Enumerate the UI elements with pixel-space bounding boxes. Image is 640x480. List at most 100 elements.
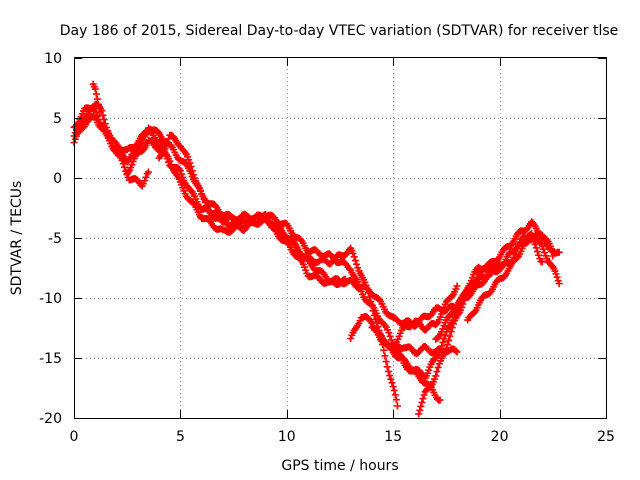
- data-point: [120, 163, 128, 171]
- data-point: [366, 293, 374, 301]
- data-point: [118, 157, 126, 165]
- data-point: [387, 375, 395, 383]
- data-point: [188, 167, 196, 175]
- data-point: [533, 248, 541, 256]
- data-point: [105, 133, 113, 141]
- x-tick-label: 5: [176, 429, 185, 445]
- data-point: [444, 341, 452, 349]
- data-point: [555, 280, 563, 288]
- data-point: [100, 116, 108, 124]
- data-point: [391, 391, 399, 399]
- data-point: [453, 282, 461, 290]
- data-point: [189, 171, 197, 179]
- data-point: [362, 281, 370, 289]
- data-point: [185, 156, 193, 164]
- chart-title: Day 186 of 2015, Sidereal Day-to-day VTE…: [60, 23, 619, 39]
- data-point: [196, 187, 204, 195]
- x-tick-label: 0: [70, 429, 79, 445]
- data-point: [445, 337, 453, 345]
- data-point: [433, 368, 441, 376]
- data-point: [390, 386, 398, 394]
- data-point: [94, 100, 102, 108]
- data-point: [165, 135, 173, 143]
- data-point: [388, 379, 396, 387]
- data-point: [369, 307, 377, 315]
- data-point: [531, 240, 539, 248]
- data-point: [459, 300, 467, 308]
- data-point: [416, 406, 424, 414]
- data-point: [440, 335, 448, 343]
- data-point: [349, 249, 357, 257]
- y-tick-label: -20: [39, 411, 62, 427]
- data-point: [415, 410, 423, 418]
- data-point: [446, 332, 454, 340]
- data-point: [442, 344, 450, 352]
- data-point: [418, 398, 426, 406]
- data-point: [144, 168, 152, 176]
- data-point: [535, 251, 543, 259]
- data-point: [93, 95, 101, 103]
- data-point: [141, 177, 149, 185]
- data-point: [436, 345, 444, 353]
- data-point: [187, 163, 195, 171]
- data-point: [420, 391, 428, 399]
- data-point: [392, 396, 400, 404]
- data-point: [479, 279, 487, 287]
- x-tick-label: 20: [491, 429, 509, 445]
- data-point: [163, 139, 171, 147]
- data-point: [364, 289, 372, 297]
- data-point: [538, 242, 546, 250]
- data-point: [96, 108, 104, 116]
- data-point: [439, 307, 447, 315]
- data-point: [417, 402, 425, 410]
- data-point: [345, 265, 353, 273]
- data-point: [178, 170, 186, 178]
- data-point: [356, 284, 364, 292]
- data-point: [438, 342, 446, 350]
- data-point: [186, 159, 194, 167]
- data-point: [350, 253, 358, 261]
- data-point: [382, 358, 390, 366]
- data-point: [370, 311, 378, 319]
- data-point: [92, 90, 100, 98]
- data-point: [385, 329, 393, 337]
- data-point: [91, 85, 99, 93]
- data-point: [432, 372, 440, 380]
- data-point: [106, 136, 114, 144]
- data-point: [384, 367, 392, 375]
- data-point: [371, 315, 379, 323]
- data-point: [393, 402, 401, 410]
- data-point: [436, 396, 444, 404]
- y-tick-label: -5: [48, 231, 62, 247]
- data-point: [383, 363, 391, 371]
- data-point: [101, 120, 109, 128]
- data-point: [355, 281, 363, 289]
- data-point: [380, 346, 388, 354]
- data-point: [353, 260, 361, 268]
- data-point: [541, 249, 549, 257]
- data-point: [538, 258, 546, 266]
- x-tick-label: 25: [597, 429, 615, 445]
- data-point: [539, 245, 547, 253]
- y-tick-label: 0: [53, 171, 62, 187]
- data-point: [71, 135, 79, 143]
- data-point: [438, 310, 446, 318]
- data-point: [142, 173, 150, 181]
- data-point: [386, 372, 394, 380]
- data-point: [387, 336, 395, 344]
- data-point: [351, 257, 359, 265]
- y-tick-label: -10: [39, 291, 62, 307]
- data-point: [555, 248, 563, 256]
- data-point: [451, 313, 459, 321]
- x-axis-title: GPS time / hours: [281, 458, 398, 474]
- data-point: [367, 297, 375, 305]
- data-point: [552, 270, 560, 278]
- y-axis-title: SDTVAR / TECUs: [9, 181, 25, 296]
- data-point: [119, 160, 127, 168]
- data-point: [434, 363, 442, 371]
- data-point: [419, 395, 427, 403]
- data-point: [166, 157, 174, 165]
- data-point: [342, 277, 350, 285]
- y-tick-label: 10: [44, 51, 62, 67]
